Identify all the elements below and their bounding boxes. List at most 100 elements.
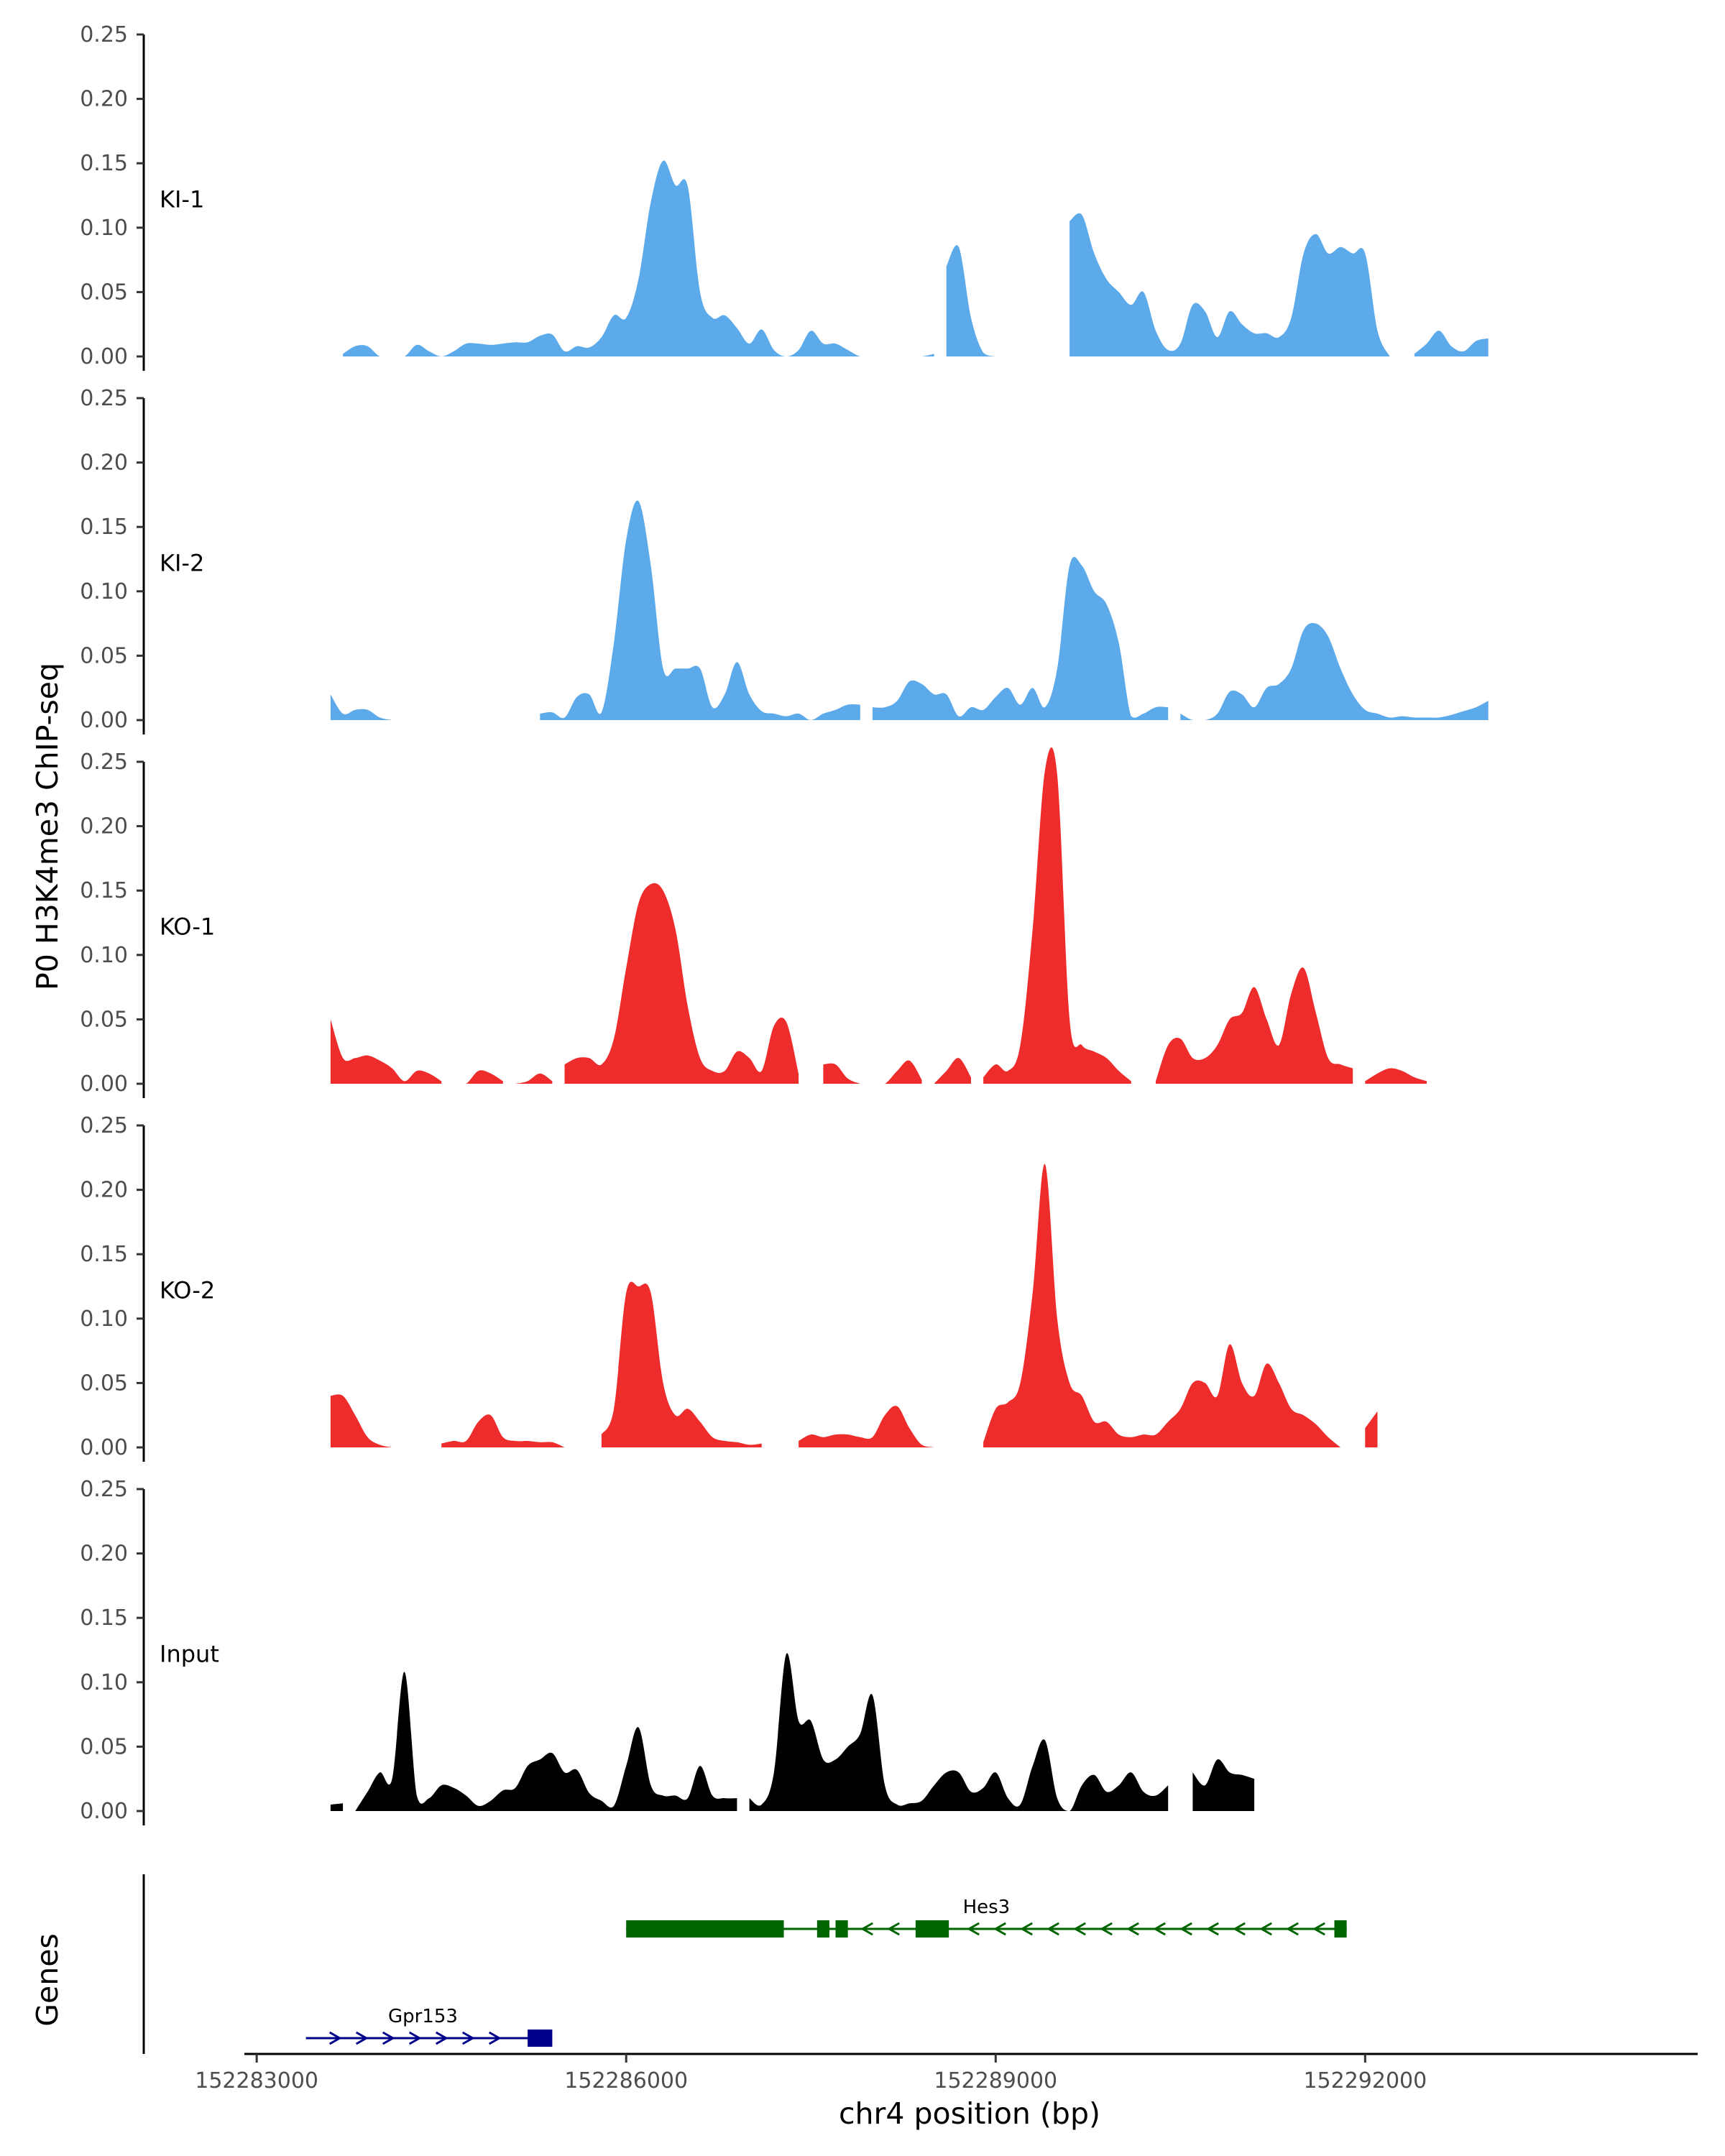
y-tick-label: 0.00 — [80, 1072, 128, 1097]
chevron-left-icon — [993, 1922, 1006, 1936]
track-label: KI-1 — [160, 185, 204, 213]
y-tick-label: 0.10 — [80, 216, 128, 241]
y-tick-label: 0.15 — [80, 151, 128, 176]
x-axis-title: chr4 position (bp) — [839, 2096, 1100, 2131]
gene-label: Gpr153 — [388, 2006, 458, 2027]
coverage-area — [983, 1164, 1341, 1447]
coverage-area — [330, 1394, 392, 1447]
y-tick-label: 0.05 — [80, 1734, 128, 1759]
coverage-area — [330, 1803, 344, 1811]
coverage-area — [934, 1058, 971, 1084]
y-tick-label: 0.25 — [80, 1477, 128, 1502]
y-tick-label: 0.15 — [80, 878, 128, 903]
y-tick-label: 0.15 — [80, 515, 128, 540]
y-tick-label: 0.20 — [80, 814, 128, 839]
y-tick-label: 0.00 — [80, 708, 128, 733]
chevron-right-icon — [408, 2031, 422, 2045]
y-tick-label: 0.10 — [80, 579, 128, 604]
track-label: KO-2 — [160, 1276, 215, 1304]
chevron-right-icon — [435, 2031, 448, 2045]
coverage-area — [823, 1063, 860, 1084]
y-tick-label: 0.10 — [80, 1670, 128, 1695]
coverage-area — [1070, 213, 1390, 356]
chevron-left-icon — [1233, 1922, 1246, 1936]
chevron-left-icon — [1073, 1922, 1086, 1936]
coverage-area — [441, 1414, 565, 1447]
track-label: Input — [160, 1640, 219, 1667]
coverage-area — [749, 1653, 1169, 1811]
y-tick-label: 0.15 — [80, 1242, 128, 1267]
y-tick-label: 0.10 — [80, 1307, 128, 1332]
gene-panel: Gpr153 Hes3 — [142, 1874, 1347, 2054]
y-tick-label: 0.20 — [80, 1542, 128, 1567]
x-tick-label: 152289000 — [934, 2068, 1057, 2093]
chevron-left-icon — [887, 1922, 900, 1936]
coverage-area — [1365, 1411, 1378, 1447]
y-tick-label: 0.05 — [80, 1007, 128, 1032]
genes-axis-title: Genes — [30, 1933, 65, 2027]
x-axis-ticks: 152283000 152286000 152289000 152292000 — [195, 2054, 1427, 2093]
y-tick-label: 0.20 — [80, 1178, 128, 1203]
y-tick-label: 0.00 — [80, 344, 128, 369]
gene-gpr153: Gpr153 — [305, 2006, 553, 2047]
chevron-right-icon — [328, 2031, 342, 2045]
gene-exon — [835, 1920, 848, 1938]
coverage-area — [1180, 622, 1489, 720]
coverage-area — [454, 1070, 503, 1084]
chevron-right-icon — [382, 2031, 395, 2045]
y-tick-label: 0.25 — [80, 386, 128, 411]
chevron-left-icon — [1286, 1922, 1299, 1936]
y-tick-label: 0.20 — [80, 87, 128, 112]
track-ko-1: 0.00 0.05 0.10 0.15 0.20 0.25 KO-1 — [80, 747, 1427, 1098]
track-label: KI-2 — [160, 549, 204, 576]
chevron-left-icon — [1206, 1922, 1219, 1936]
coverage-area — [1365, 1068, 1427, 1084]
y-tick-label: 0.10 — [80, 943, 128, 968]
x-tick-label: 152292000 — [1303, 2068, 1427, 2093]
coverage-area — [799, 1406, 934, 1447]
y-tick-label: 0.25 — [80, 750, 128, 775]
gene-exon — [816, 1920, 829, 1938]
gene-exon — [528, 2030, 553, 2047]
chevron-right-icon — [488, 2031, 502, 2045]
chevron-right-icon — [461, 2031, 475, 2045]
x-axis: 152283000 152286000 152289000 152292000 chr… — [195, 2053, 1698, 2131]
chevron-left-icon — [1312, 1922, 1325, 1936]
gene-exon — [1334, 1920, 1347, 1938]
coverage-area — [872, 556, 1169, 720]
coverage-area — [330, 694, 392, 720]
chevron-left-icon — [1100, 1922, 1113, 1936]
y-tick-label: 0.05 — [80, 280, 128, 305]
coverage-area — [1414, 331, 1489, 356]
track-ki-2: 0.00 0.05 0.10 0.15 0.20 0.25 KI-2 — [80, 386, 1489, 734]
coverage-area — [1156, 967, 1353, 1084]
y-tick-label: 0.00 — [80, 1799, 128, 1824]
coverage-area — [983, 747, 1131, 1084]
coverage-tracks: 0.00 0.05 0.10 0.15 0.20 0.25 KI-1 0.00 0.05 0.10… — [80, 22, 1489, 1825]
coverage-area — [872, 1060, 922, 1084]
y-axis-title: P0 H3K4me3 ChIP-seq — [30, 663, 65, 990]
coverage-area — [330, 1019, 442, 1084]
track-ko-2: 0.00 0.05 0.10 0.15 0.20 0.25 KO-2 — [80, 1113, 1378, 1462]
y-tick-label: 0.05 — [80, 1370, 128, 1396]
chevron-left-icon — [1259, 1922, 1272, 1936]
x-tick-label: 152286000 — [564, 2068, 688, 2093]
coverage-area — [1192, 1759, 1255, 1811]
y-tick-label: 0.05 — [80, 643, 128, 668]
track-input: 0.00 0.05 0.10 0.15 0.20 0.25 Input — [80, 1477, 1255, 1825]
chevron-right-icon — [355, 2031, 369, 2045]
chevron-left-icon — [1153, 1922, 1166, 1936]
y-tick-label: 0.00 — [80, 1435, 128, 1460]
y-tick-label: 0.15 — [80, 1606, 128, 1631]
chevron-left-icon — [860, 1922, 873, 1936]
chevron-left-icon — [1179, 1922, 1192, 1936]
coverage-area — [540, 500, 860, 720]
gene-exon — [915, 1920, 949, 1938]
gene-exon — [626, 1920, 784, 1938]
coverage-area — [564, 883, 799, 1084]
chevron-left-icon — [1126, 1922, 1139, 1936]
track-ki-1: 0.00 0.05 0.10 0.15 0.20 0.25 KI-1 — [80, 22, 1489, 371]
gene-hes3: Hes3 — [626, 1897, 1347, 1938]
coverage-area — [601, 1281, 762, 1447]
